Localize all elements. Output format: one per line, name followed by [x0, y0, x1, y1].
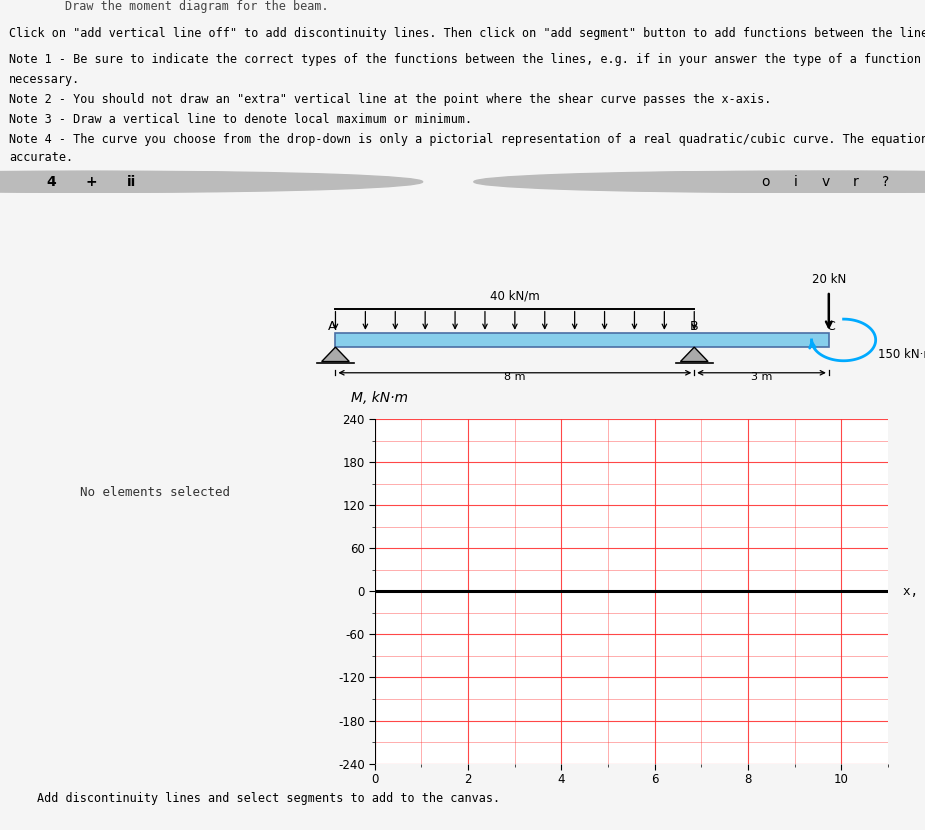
Text: B: B — [689, 320, 698, 334]
Text: A: A — [328, 320, 337, 334]
Text: Note 2 - You should not draw an "extra" vertical line at the point where the she: Note 2 - You should not draw an "extra" … — [9, 93, 771, 106]
Text: ii: ii — [127, 175, 136, 188]
Text: No elements selected: No elements selected — [80, 486, 230, 499]
Text: Click on "add vertical line off" to add discontinuity lines. Then click on "add : Click on "add vertical line off" to add … — [9, 27, 925, 40]
Circle shape — [0, 171, 343, 193]
Text: x, m: x, m — [904, 585, 925, 598]
Text: 40 kN/m: 40 kN/m — [490, 289, 539, 302]
Text: Note 3 - Draw a vertical line to denote local maximum or minimum.: Note 3 - Draw a vertical line to denote … — [9, 113, 473, 126]
Text: 3 m: 3 m — [751, 372, 772, 382]
Text: accurate.: accurate. — [9, 151, 73, 164]
Text: Add discontinuity lines and select segments to add to the canvas.: Add discontinuity lines and select segme… — [37, 792, 500, 805]
Text: v: v — [821, 175, 830, 188]
Polygon shape — [322, 347, 350, 362]
Text: Draw the moment diagram for the beam.: Draw the moment diagram for the beam. — [65, 0, 328, 13]
Text: i: i — [794, 175, 797, 188]
Text: ?: ? — [882, 175, 889, 188]
Circle shape — [534, 171, 925, 193]
Circle shape — [0, 171, 423, 193]
Text: Note 4 - The curve you choose from the drop-down is only a pictorial representat: Note 4 - The curve you choose from the d… — [9, 133, 925, 146]
Text: r: r — [853, 175, 858, 188]
Circle shape — [0, 171, 383, 193]
Text: 150 kN·m: 150 kN·m — [878, 348, 925, 360]
Text: necessary.: necessary. — [9, 73, 80, 86]
Circle shape — [564, 171, 925, 193]
Polygon shape — [681, 347, 708, 362]
Text: +: + — [85, 175, 97, 188]
Text: M, kN·m: M, kN·m — [352, 392, 408, 405]
Text: Note 1 - Be sure to indicate the correct types of the functions between the line: Note 1 - Be sure to indicate the correct… — [9, 53, 925, 66]
Text: C: C — [826, 320, 835, 334]
Text: o: o — [761, 175, 770, 188]
Circle shape — [504, 171, 925, 193]
Text: 4: 4 — [47, 175, 56, 188]
Circle shape — [474, 171, 925, 193]
Circle shape — [594, 171, 925, 193]
Text: 20 kN: 20 kN — [811, 273, 846, 286]
Text: 8 m: 8 m — [504, 372, 525, 382]
FancyBboxPatch shape — [336, 333, 829, 347]
